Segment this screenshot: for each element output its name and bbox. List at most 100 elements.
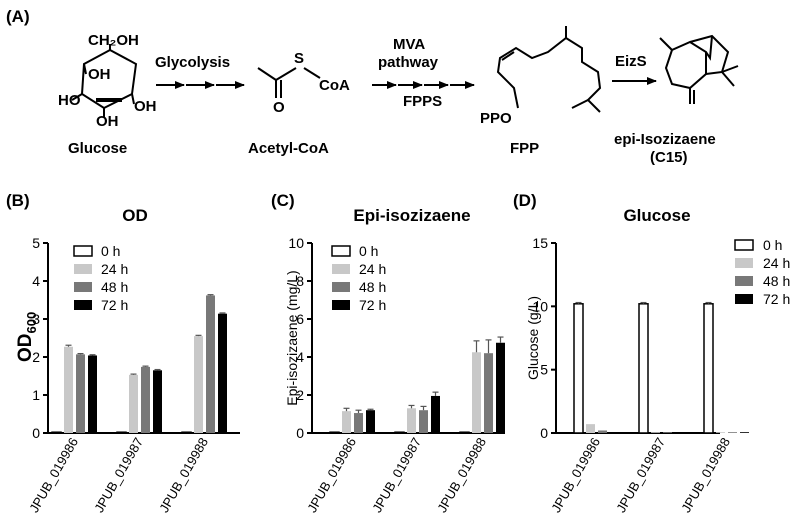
- fpps-label: FPPS: [403, 93, 442, 110]
- x-tick-label: JPUB_019986: [304, 435, 359, 515]
- glucose-oh-label-2: OH: [134, 98, 157, 115]
- y-tick-label: 2: [32, 349, 40, 365]
- y-axis-label-epi-isozizaene: Epi-isozizaene (mg/L): [284, 270, 300, 405]
- bar-0h-JPUB_019987: [394, 431, 405, 434]
- legend-label-0h: 0 h: [101, 243, 120, 259]
- plot-area-epi-isozizaene: 0 2 4 6 8 10 JPUB_019986 JPUB_019987 JPUB_019988: [288, 235, 505, 515]
- bar-0h-JPUB_019987: [116, 431, 127, 434]
- glucose-ho-label: HO: [58, 92, 81, 109]
- legend-swatch-48h: [735, 276, 753, 286]
- bar-24h-JPUB_019986: [586, 424, 595, 433]
- y-tick-label: 0: [540, 425, 548, 441]
- legend-swatch-24h: [735, 258, 753, 268]
- bar-72h-JPUB_019988: [218, 313, 227, 433]
- plot-area-od: 0 1 2 3 4 5 JPUB_019986 JPUB_019987 JPUB_019988: [26, 235, 240, 515]
- product-subtitle: (C15): [650, 149, 688, 166]
- bar-0h-JPUB_019986: [329, 431, 340, 434]
- bar-72h-JPUB_019986: [88, 355, 97, 433]
- chart-title-glucose: Glucose: [623, 206, 690, 225]
- eizs-label: EizS: [615, 53, 647, 70]
- x-tick-label: JPUB_019988: [434, 435, 489, 515]
- panel-label-d: (D): [513, 191, 537, 210]
- y-tick-label: 15: [532, 235, 548, 251]
- bar-72h-JPUB_019987: [431, 395, 440, 433]
- legend-swatch-0h: [734, 239, 754, 251]
- y-tick-label: 0: [32, 425, 40, 441]
- bar-48h-JPUB_019988: [728, 432, 737, 433]
- y-tick-label: 5: [540, 362, 548, 378]
- acetyl-coa-structure: [257, 67, 321, 98]
- pathway-label: pathway: [378, 54, 439, 71]
- bar-72h-JPUB_019987: [153, 370, 162, 433]
- bar-24h-JPUB_019988: [716, 432, 725, 433]
- y-tick-label: 4: [32, 273, 40, 289]
- glucose-ch2oh-label: CH₂OH: [88, 32, 139, 49]
- pathway-scheme: (A) CH₂OH OH OH OH HO Glucose Glycolysis: [6, 7, 739, 166]
- bar-0h-JPUB_019988: [181, 431, 192, 434]
- legend-swatch-24h: [74, 264, 92, 274]
- acetyl-s-label: S: [294, 50, 304, 67]
- bar-48h-JPUB_019987: [419, 410, 428, 433]
- y-tick-label: 8: [296, 273, 304, 289]
- legend-swatch-72h: [332, 300, 350, 310]
- acetyl-coa-label: CoA: [319, 77, 350, 94]
- legend-label-72h: 72 h: [763, 291, 790, 307]
- legend-label-0h: 0 h: [359, 243, 378, 259]
- chart-panel-epi-isozizaene: (C) Epi-isozizaene Epi-isozizaene (mg/L)…: [271, 191, 505, 515]
- glucose-oh-label-3: OH: [96, 113, 119, 130]
- bar-24h-JPUB_019986: [64, 346, 73, 433]
- legend-swatch-48h: [332, 282, 350, 292]
- chart-title-epi-isozizaene: Epi-isozizaene: [353, 206, 470, 225]
- legend-label-48h: 48 h: [763, 273, 790, 289]
- bar-48h-JPUB_019988: [484, 353, 493, 433]
- bar-24h-JPUB_019987: [407, 408, 416, 433]
- fpp-ppo-label: PPO: [480, 110, 512, 127]
- bar-48h-JPUB_019986: [76, 354, 85, 433]
- fpp-name: FPP: [510, 140, 539, 157]
- glycolysis-label: Glycolysis: [155, 54, 230, 71]
- bar-72h-JPUB_019987: [675, 432, 684, 433]
- bar-48h-JPUB_019988: [206, 295, 215, 433]
- bar-72h-JPUB_019988: [740, 432, 749, 433]
- y-tick-label: 0: [296, 425, 304, 441]
- bar-24h-JPUB_019988: [194, 336, 203, 433]
- x-tick-label: JPUB_019986: [548, 435, 603, 515]
- panel-label-b: (B): [6, 191, 30, 210]
- plot-area-glucose: 0 5 10 15 JPUB_019986 JPUB_019987 JPUB_019988: [532, 235, 749, 515]
- acetyl-o-label: O: [273, 99, 285, 116]
- y-axis-label-glucose: Glucose (g/L): [525, 296, 541, 380]
- chart-panel-glucose: (D) Glucose Glucose (g/L) 0 5 10 15 JPUB_019…: [513, 191, 790, 515]
- epi-isozizaene-structure: [659, 34, 739, 104]
- bar-24h-JPUB_019987: [651, 432, 660, 433]
- y-tick-label: 2: [296, 387, 304, 403]
- legend-label-72h: 72 h: [359, 297, 386, 313]
- x-tick-label: JPUB_019986: [26, 435, 81, 515]
- product-name: epi-Isozizaene: [614, 131, 716, 148]
- y-axis-label-od: OD600: [15, 312, 39, 362]
- panel-label-a: (A): [6, 7, 30, 26]
- x-tick-label: JPUB_019987: [369, 435, 424, 515]
- bar-0h-JPUB_019986: [573, 303, 584, 434]
- legend-label-24h: 24 h: [763, 255, 790, 271]
- bar-0h-JPUB_019986: [51, 431, 62, 434]
- legend-swatch-0h: [331, 245, 351, 257]
- fpp-structure: [496, 26, 602, 113]
- acetyl-coa-name: Acetyl-CoA: [248, 140, 329, 157]
- bar-0h-JPUB_019988: [703, 303, 714, 434]
- glucose-structure: [71, 44, 138, 118]
- legend-od: 0 h 24 h 48 h 72 h: [73, 243, 128, 313]
- legend-label-24h: 24 h: [101, 261, 128, 277]
- legend-swatch-72h: [74, 300, 92, 310]
- legend-swatch-48h: [74, 282, 92, 292]
- bar-48h-JPUB_019987: [663, 432, 672, 433]
- x-tick-label: JPUB_019988: [156, 435, 211, 515]
- bar-48h-JPUB_019986: [354, 413, 363, 433]
- chart-title-od: OD: [122, 206, 148, 225]
- panel-label-c: (C): [271, 191, 295, 210]
- glucose-name: Glucose: [68, 140, 127, 157]
- x-tick-label: JPUB_019988: [678, 435, 733, 515]
- bar-24h-JPUB_019987: [129, 374, 138, 433]
- glucose-oh-label-1: OH: [88, 66, 111, 83]
